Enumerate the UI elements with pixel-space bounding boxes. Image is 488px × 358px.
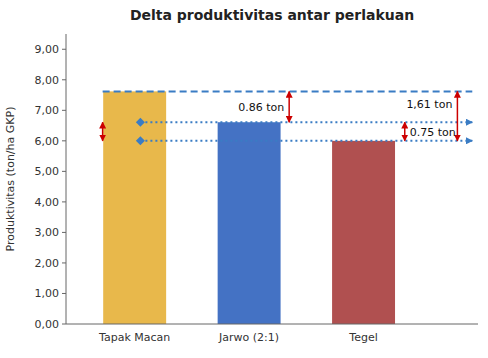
bar <box>218 122 281 324</box>
y-tick <box>62 140 66 141</box>
reference-marker <box>136 136 145 145</box>
y-tick-label: 1,00 <box>35 287 60 300</box>
y-axis: 0,00 1,00 2,00 3,00 4,00 5,00 6,00 7,00 8,00 9,00 <box>35 43 67 331</box>
x-tick-label: Tapak Macan <box>98 331 170 344</box>
annotations: 0.86 ton 1,61 ton 0.75 ton <box>238 98 456 139</box>
y-tick-label: 3,00 <box>35 226 60 239</box>
y-tick <box>62 232 66 233</box>
annotation-arrow <box>288 91 290 122</box>
chart: Delta produktivitas antar perlakuan Produ… <box>0 0 488 358</box>
reference-marker <box>136 118 145 127</box>
annotation-arrow <box>404 122 406 141</box>
reference-line <box>140 140 472 142</box>
title: Delta produktivitas antar perlakuan <box>130 7 414 23</box>
bar <box>103 91 166 324</box>
reference-line <box>140 121 472 123</box>
annotation-label: 1,61 ton <box>406 98 452 111</box>
x-axis: Tapak Macan Jarwo (2:1) Tegel <box>98 331 378 344</box>
y-tick <box>62 171 66 172</box>
y-tick-label: 8,00 <box>35 74 60 87</box>
x-tick-label: Jarwo (2:1) <box>218 331 279 344</box>
y-tick <box>62 201 66 202</box>
plot-area <box>103 91 473 324</box>
y-tick-label: 4,00 <box>35 196 60 209</box>
y-tick <box>62 110 66 111</box>
x-tick-label: Tegel <box>348 331 377 344</box>
y-tick <box>62 262 66 263</box>
annotation-arrow <box>102 122 104 141</box>
y-tick <box>62 293 66 294</box>
y-tick <box>62 79 66 80</box>
y-tick-label: 5,00 <box>35 165 60 178</box>
annotation-arrow <box>457 91 459 140</box>
y-axis-label: Produktivitas (ton/ha GKP) <box>4 107 17 252</box>
y-tick-label: 7,00 <box>35 104 60 117</box>
annotation-label: 0.75 ton <box>410 126 456 139</box>
bar <box>332 141 395 324</box>
y-tick-label: 0,00 <box>35 318 60 331</box>
y-tick-label: 2,00 <box>35 257 60 270</box>
y-tick-label: 6,00 <box>35 135 60 148</box>
x-axis-line <box>66 324 478 325</box>
annotation-label: 0.86 ton <box>238 101 284 114</box>
y-tick <box>62 324 66 325</box>
reference-line <box>103 90 473 92</box>
y-axis-line <box>66 34 67 324</box>
y-tick-label: 9,00 <box>35 43 60 56</box>
y-tick <box>62 49 66 50</box>
